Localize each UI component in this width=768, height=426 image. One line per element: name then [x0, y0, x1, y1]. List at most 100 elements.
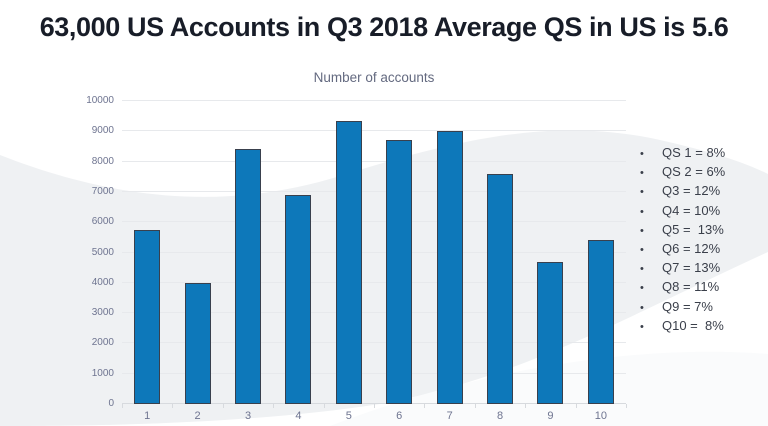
legend-item: • Q4 = 10%	[640, 203, 725, 222]
y-tick-label: 9000	[91, 125, 114, 137]
x-axis-tick-mark	[374, 404, 375, 408]
legend-item-label: Q5 = 13%	[662, 221, 724, 237]
legend-item: • Q7 = 13%	[640, 260, 725, 279]
gridline	[122, 221, 626, 223]
legend-item-label: Q6 = 12%	[662, 240, 721, 256]
bar-slot-2	[172, 101, 222, 404]
legend-item-label: Q8 = 11%	[662, 279, 720, 295]
x-axis-tick-mark	[222, 404, 224, 408]
bullet-icon: •	[640, 205, 644, 218]
gridline	[122, 372, 626, 374]
bullet-icon: •	[640, 320, 644, 333]
bar-chart: Number of accounts 0 1000 2000 3000 4000 5000…	[86, 64, 628, 426]
bar-slot-1	[122, 101, 172, 404]
slide-title: 63,000 US Accounts in Q3 2018 Average QS…	[39, 12, 729, 42]
bar-slot-6	[374, 101, 424, 404]
x-axis-tick-mark	[575, 404, 577, 408]
gridline	[122, 312, 626, 314]
y-tick-label: 10000	[86, 95, 114, 106]
gridline	[122, 130, 626, 132]
y-tick-label: 7000	[91, 185, 114, 197]
bar-qs-8	[487, 173, 514, 404]
y-tick-label: 8000	[91, 155, 114, 167]
plot-area	[122, 100, 627, 408]
bar-qs-9	[537, 261, 564, 404]
gridline	[122, 190, 626, 192]
x-axis-tick-mark	[122, 404, 123, 408]
bullet-icon: •	[640, 243, 644, 256]
x-tick-label: 9	[547, 410, 554, 422]
legend-item: • Q8 = 11%	[640, 279, 725, 298]
x-axis-tick-mark	[474, 404, 476, 408]
y-tick-label: 4000	[91, 276, 114, 288]
qs-percentage-legend: • QS 1 = 8% • QS 2 = 6% • Q3 = 12% • Q4 = 10% • Q…	[640, 145, 725, 337]
legend-item: • QS 1 = 8%	[640, 145, 725, 164]
bar-slot-4	[273, 101, 323, 404]
legend-item: • Q6 = 12%	[640, 241, 725, 260]
bars	[122, 101, 626, 404]
legend-item: • Q9 = 7%	[640, 299, 725, 318]
bar-qs-6	[386, 140, 413, 404]
bar-qs-2	[184, 282, 211, 404]
legend-item: • Q10 = 8%	[640, 318, 725, 337]
x-tick-label: 7	[446, 410, 453, 422]
x-axis-tick-mark	[172, 404, 174, 408]
bar-slot-3	[223, 101, 273, 404]
bar-slot-9	[525, 101, 575, 404]
y-tick-label: 6000	[91, 216, 114, 228]
bullet-icon: •	[640, 186, 644, 199]
bar-slot-8	[475, 101, 525, 404]
bar-qs-1	[134, 229, 161, 404]
y-tick-label: 2000	[91, 337, 114, 349]
x-axis-tick-mark	[525, 404, 527, 408]
gridline	[122, 160, 626, 162]
legend-item-label: Q9 = 7%	[662, 298, 713, 314]
bar-qs-3	[235, 149, 262, 404]
bar-slot-7	[424, 101, 474, 404]
y-tick-label: 5000	[91, 246, 114, 258]
x-tick-label: 1	[144, 410, 151, 422]
legend-item-label: QS 1 = 8%	[662, 145, 726, 160]
bullet-icon: •	[640, 282, 644, 295]
legend-item-label: QS 2 = 6%	[662, 164, 726, 180]
bullet-icon: •	[640, 263, 644, 276]
gridline	[122, 100, 626, 101]
x-axis-tick-mark	[323, 404, 325, 408]
bar-qs-5	[335, 120, 362, 404]
y-axis-labels: 0 1000 2000 3000 4000 5000 6000 7000 8000 9000 100…	[86, 95, 114, 409]
y-tick-label: 3000	[91, 307, 114, 319]
y-tick-label: 1000	[91, 367, 114, 379]
chart-title: Number of accounts	[313, 70, 435, 85]
bar-slot-10	[576, 101, 626, 404]
legend-item: • Q3 = 12%	[640, 183, 725, 202]
legend-item-label: Q10 = 8%	[662, 317, 724, 333]
bar-qs-7	[436, 131, 463, 404]
gridline	[122, 342, 626, 344]
gridline	[122, 251, 626, 253]
x-axis-tick-mark	[424, 404, 426, 408]
x-tick-label: 8	[496, 410, 504, 422]
x-axis-line	[122, 403, 626, 404]
x-axis-tick-mark	[273, 404, 275, 408]
legend-item: • Q5 = 13%	[640, 222, 725, 241]
bullet-icon: •	[640, 167, 644, 180]
x-axis-tick-mark	[626, 404, 627, 408]
x-tick-label: 10	[594, 410, 607, 422]
x-tick-label: 4	[295, 410, 302, 422]
bar-qs-10	[587, 240, 614, 404]
gridline	[122, 281, 626, 283]
bullet-icon: •	[640, 224, 644, 237]
bar-slot-5	[324, 101, 374, 404]
y-tick-label: 0	[108, 398, 114, 409]
legend-item: • QS 2 = 6%	[640, 164, 725, 183]
legend-item-label: Q3 = 12%	[662, 183, 721, 199]
x-tick-label: 3	[244, 410, 252, 422]
bullet-icon: •	[640, 148, 644, 160]
legend-item-label: Q4 = 10%	[662, 202, 721, 218]
x-tick-label: 2	[194, 410, 201, 422]
x-tick-label: 6	[396, 410, 403, 422]
legend-item-label: Q7 = 13%	[662, 260, 721, 276]
x-tick-label: 5	[345, 410, 352, 422]
bullet-icon: •	[640, 301, 644, 314]
